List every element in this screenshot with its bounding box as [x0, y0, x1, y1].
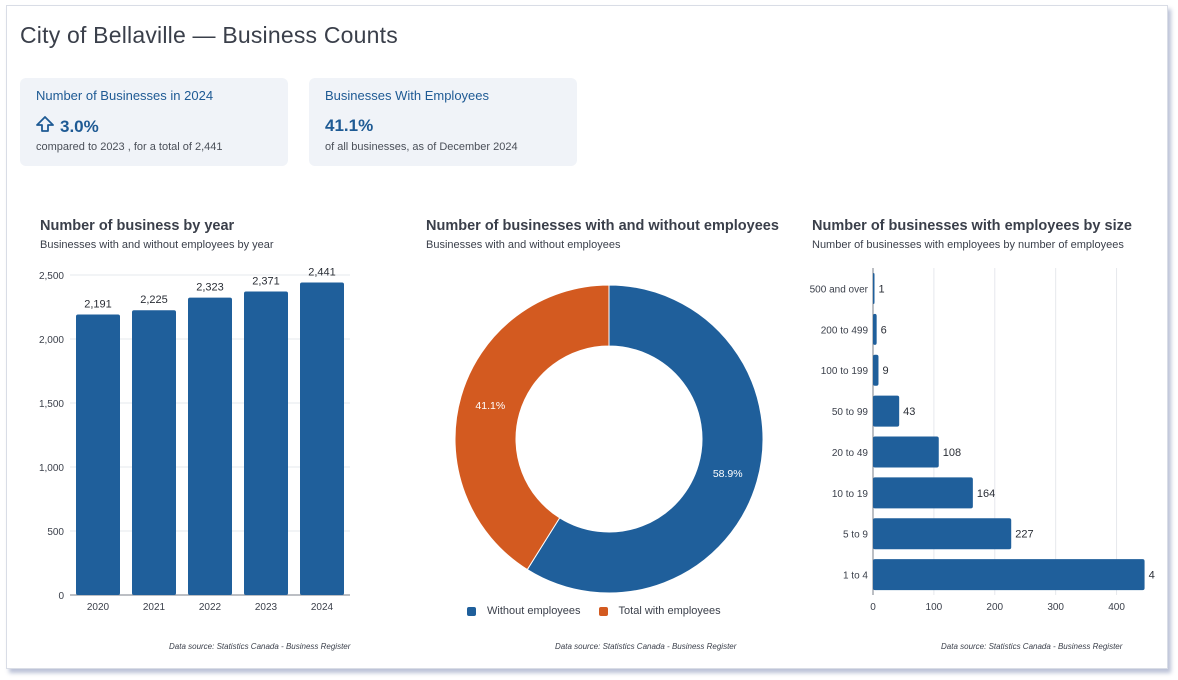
- y-tick-label: 500 and over: [810, 284, 869, 295]
- kpi-value: 3.0%: [36, 116, 99, 137]
- chart-title-donut: Number of businesses with and without em…: [426, 218, 779, 234]
- page-title: City of Bellaville — Business Counts: [20, 22, 398, 48]
- bar-2022: [188, 297, 232, 595]
- bar-1-to-4: [873, 559, 1145, 591]
- bar-10-to-19: [873, 477, 973, 509]
- bar-2020: [76, 314, 120, 595]
- legend-swatch: [467, 606, 476, 616]
- size-hbar-chart: 0 100 200 300 400 500 and over 1 200 to 499 6 100…: [810, 268, 1155, 613]
- y-tick-label: 50 to 99: [832, 407, 869, 418]
- donut-legend: Without employees Total with employees: [467, 605, 739, 617]
- legend-swatch: [598, 606, 608, 616]
- donut-slice-without: [526, 284, 764, 594]
- data-label: 2,225: [140, 294, 168, 306]
- y-tick-label: 10 to 19: [832, 489, 869, 500]
- data-source-note: Data source: Statistics Canada - Busines…: [169, 642, 351, 651]
- bar-200-to-499: [873, 313, 877, 345]
- y-tick-label: 20 to 49: [832, 448, 869, 459]
- x-tick-label: 100: [926, 602, 943, 613]
- kpi-subtitle: compared to 2023 , for a total of 2,441: [36, 141, 223, 153]
- x-tick-label: 400: [1108, 602, 1125, 613]
- y-tick-label: 2,000: [39, 335, 64, 346]
- data-label: 108: [943, 447, 961, 459]
- y-tick-label: 100 to 199: [821, 366, 869, 377]
- data-label: 9: [882, 365, 888, 377]
- slice-label: 41.1%: [475, 400, 505, 412]
- legend-item-without: Without employees: [467, 605, 581, 617]
- kpi-value-text: 3.0%: [60, 116, 99, 136]
- donut-slice-with: [454, 284, 610, 571]
- kpi-value-text: 41.1%: [325, 116, 374, 135]
- kpi-value: 41.1%: [325, 116, 373, 136]
- y-tick-label: 1,000: [39, 463, 64, 474]
- data-label: 2,371: [252, 276, 280, 288]
- data-label: 43: [903, 406, 915, 418]
- data-label: 2,323: [196, 282, 224, 294]
- bar-2021: [132, 310, 176, 595]
- data-source-note: Data source: Statistics Canada - Busines…: [555, 642, 737, 651]
- legend-label: Total with employees: [618, 605, 721, 617]
- bar-500-and-over: [873, 272, 875, 304]
- data-label: 164: [977, 488, 995, 500]
- y-tick-label: 2,500: [39, 271, 64, 282]
- chart-subtitle-by-size: Number of businesses with employees by n…: [812, 239, 1124, 251]
- y-tick-label: 1 to 4: [843, 571, 868, 582]
- x-tick-label: 2023: [255, 602, 278, 613]
- data-label: 446: [1149, 570, 1155, 582]
- slice-label: 58.9%: [713, 468, 743, 480]
- x-tick-label: 2021: [143, 602, 166, 613]
- x-tick-label: 300: [1047, 602, 1064, 613]
- data-label: 2,441: [308, 267, 336, 279]
- data-label: 1: [879, 283, 885, 295]
- x-tick-label: 0: [870, 602, 876, 613]
- bar-2023: [244, 291, 288, 595]
- bar-2024: [300, 282, 344, 595]
- bar-20-to-49: [873, 436, 939, 468]
- chart-title-by-year: Number of business by year: [40, 218, 235, 234]
- data-label: 227: [1015, 529, 1033, 541]
- data-label: 2,191: [84, 299, 112, 311]
- bar-5-to-9: [873, 518, 1012, 550]
- kpi-subtitle: of all businesses, as of December 2024: [325, 141, 518, 153]
- bar-50-to-99: [873, 395, 900, 427]
- x-tick-label: 200: [986, 602, 1003, 613]
- kpi-card-businesses-with-employees: Businesses With Employees 41.1% of all b…: [309, 78, 577, 166]
- legend-item-with: Total with employees: [598, 605, 721, 617]
- kpi-card-businesses-2024: Number of Businesses in 2024 3.0% compar…: [20, 78, 288, 166]
- data-source-note: Data source: Statistics Canada - Busines…: [941, 642, 1123, 651]
- y-tick-label: 5 to 9: [843, 530, 868, 541]
- chart-subtitle-donut: Businesses with and without employees: [426, 239, 621, 251]
- year-bar-chart: 0 500 1,000 1,500 2,000 2,500 2,191 2020 2,225 20…: [39, 267, 350, 613]
- data-label: 6: [881, 324, 887, 336]
- chart-subtitle-by-year: Businesses with and without employees by…: [40, 239, 274, 251]
- up-arrow-icon: [36, 116, 54, 137]
- y-tick-label: 500: [47, 527, 64, 538]
- bar-100-to-199: [873, 354, 879, 386]
- y-tick-label: 200 to 499: [821, 325, 869, 336]
- x-tick-label: 2022: [199, 602, 222, 613]
- x-tick-label: 2020: [87, 602, 110, 613]
- x-tick-label: 2024: [311, 602, 334, 613]
- employees-donut-chart: 58.9% 41.1%: [454, 284, 764, 594]
- y-tick-label: 1,500: [39, 399, 64, 410]
- legend-label: Without employees: [487, 605, 581, 617]
- y-tick-label: 0: [58, 591, 64, 602]
- kpi-title: Number of Businesses in 2024: [36, 88, 214, 103]
- chart-title-by-size: Number of businesses with employees by s…: [812, 218, 1132, 234]
- kpi-title: Businesses With Employees: [325, 88, 490, 103]
